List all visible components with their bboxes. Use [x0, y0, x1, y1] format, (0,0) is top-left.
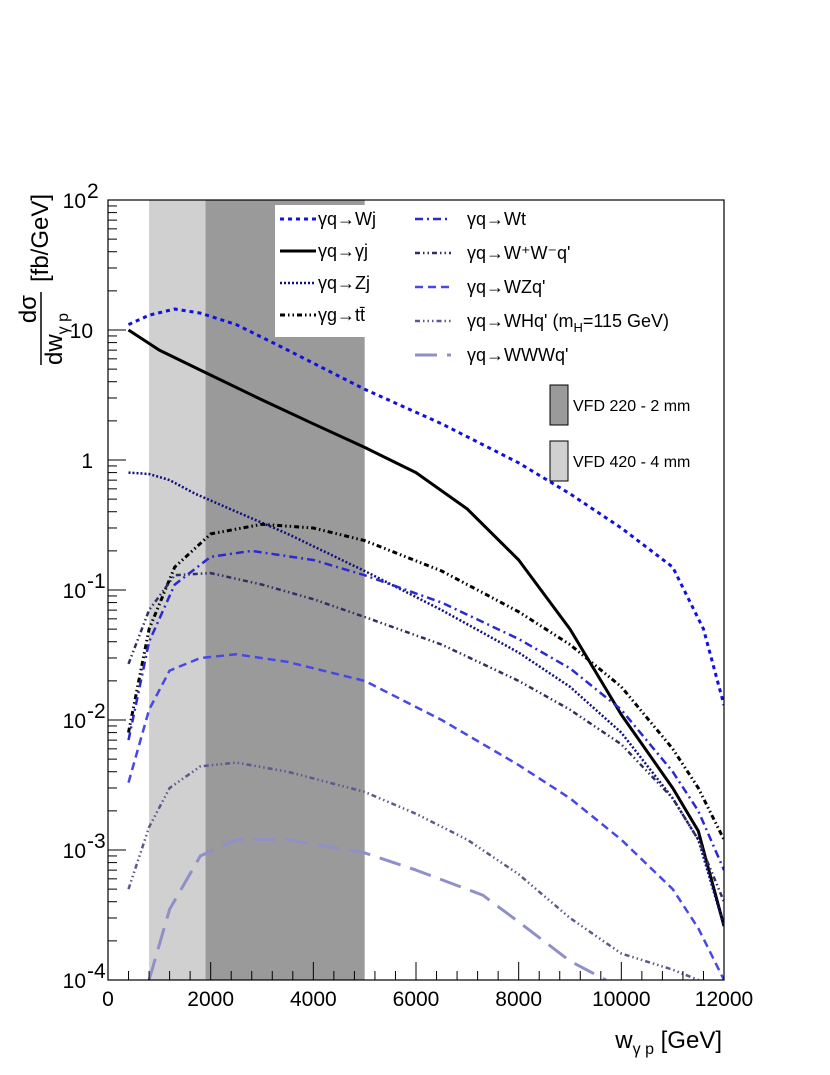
y-tick-label-exp: -4	[87, 960, 106, 983]
x-tick-label: 10000	[592, 988, 650, 1011]
y-axis-denominator-sub: γ p	[55, 313, 72, 334]
legend-label-5: γq→W⁺W⁻q'	[467, 243, 570, 263]
axis-ticks	[107, 205, 725, 981]
series-line-4	[127, 549, 724, 871]
y-tick-label-exp: -3	[87, 830, 106, 853]
series-line-8	[147, 838, 607, 980]
band-0	[149, 200, 206, 980]
y-tick-label-exp: -1	[87, 570, 106, 593]
legend-label-3: γg→tt̄	[318, 305, 365, 325]
series-line-0	[127, 307, 724, 706]
y-axis-denominator-group: dwγ p	[41, 313, 72, 365]
x-tick-label: 0	[102, 988, 114, 1011]
x-tick-label: 6000	[393, 988, 440, 1011]
x-axis-title: wγ p [GeV]	[614, 1027, 722, 1058]
x-axis-title-sub: γ p	[633, 1041, 654, 1058]
y-axis-unit: [fb/GeV]	[27, 194, 54, 282]
band-legend-label-0: VFD 420 - 4 mm	[573, 454, 690, 471]
x-tick-label: 2000	[187, 988, 234, 1011]
series-line-5	[127, 571, 724, 903]
legend-label-4: γq→Wt	[467, 209, 526, 229]
x-tick-label: 8000	[495, 988, 542, 1011]
y-tick-label: 10	[63, 970, 86, 993]
y-tick-label: 10	[63, 840, 86, 863]
x-axis-title-unit: [GeV]	[661, 1027, 722, 1054]
y-tick-label: 10	[63, 580, 86, 603]
y-axis-denominator: dw	[41, 334, 68, 365]
legend-label-2: γq→Zj	[318, 273, 370, 293]
y-tick-label: 1	[81, 450, 93, 473]
legend-box	[275, 205, 393, 337]
x-tick-label: 4000	[290, 988, 337, 1011]
band-legend-swatch-0	[549, 440, 569, 482]
series-line-2	[128, 471, 724, 927]
x-tick-label: 12000	[695, 988, 753, 1011]
band-legend-label-1: VFD 220 - 2 mm	[573, 398, 690, 415]
x-axis-title-main: w	[614, 1027, 633, 1054]
y-tick-label: 10	[70, 320, 93, 343]
band-legend-swatch-1	[549, 384, 569, 426]
y-tick-label-exp: 2	[87, 180, 99, 203]
y-axis-numerator: dσ	[15, 295, 42, 323]
y-tick-label-exp: -2	[87, 700, 106, 723]
y-tick-label: 10	[63, 190, 86, 213]
series-line-1	[127, 328, 724, 927]
legend-label-1: γq→γj	[318, 241, 368, 261]
legend-label-0: γq→Wj	[318, 209, 376, 229]
y-axis-title: dσ dwγ p [fb/GeV]	[15, 194, 72, 365]
legend-label-7: γq→WHq' (mH=115 GeV)	[467, 311, 669, 335]
series-line-7	[127, 761, 699, 980]
legend-label-8: γq→WWWq'	[467, 345, 568, 365]
y-tick-label: 10	[63, 710, 86, 733]
legend: γq→Wj γq→γj γq→Zj γg→tt̄ γq→Wt γq→W⁺W⁻q' γq→WZ…	[275, 205, 690, 482]
axis-titles: wγ p [GeV] dσ dwγ p [fb/GeV]	[15, 194, 722, 1058]
series-line-6	[127, 653, 724, 980]
series-lines	[127, 307, 724, 980]
legend-label-6: γq→WZq'	[467, 277, 545, 297]
